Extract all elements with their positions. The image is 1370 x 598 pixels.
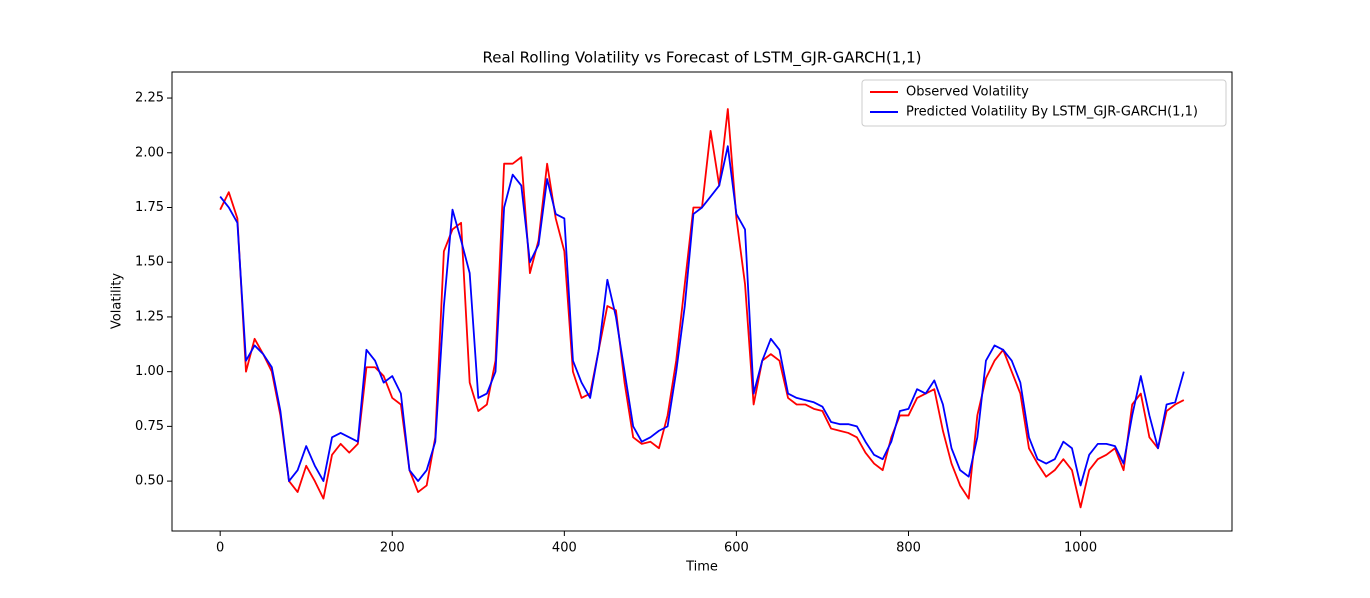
legend-label: Observed Volatility (906, 85, 1029, 100)
y-tick-label: 0.75 (135, 419, 164, 434)
legend-label: Predicted Volatility By LSTM_GJR-GARCH(1… (906, 105, 1198, 120)
y-tick-label: 2.25 (135, 91, 164, 106)
y-tick-label: 1.75 (135, 200, 164, 215)
legend-box (861, 79, 1227, 127)
y-tick-label: 0.50 (135, 474, 164, 489)
y-tick-label: 1.25 (135, 309, 164, 324)
plot-frame (171, 71, 1233, 532)
y-tick-label: 1.50 (135, 255, 164, 270)
y-tick-label: 2.00 (135, 145, 164, 160)
y-tick-label: 1.00 (135, 364, 164, 379)
x-tick-label: 600 (724, 541, 749, 556)
x-axis-label: Time (685, 560, 718, 575)
x-tick-label: 800 (896, 541, 921, 556)
series-line (219, 145, 1185, 487)
chart-title: Real Rolling Volatility vs Forecast of L… (483, 49, 922, 68)
x-tick-label: 0 (216, 541, 224, 556)
x-tick-label: 400 (552, 541, 577, 556)
y-axis-label: Volatility (110, 273, 125, 329)
x-tick-label: 200 (380, 541, 405, 556)
x-tick-label: 1000 (1064, 541, 1097, 556)
